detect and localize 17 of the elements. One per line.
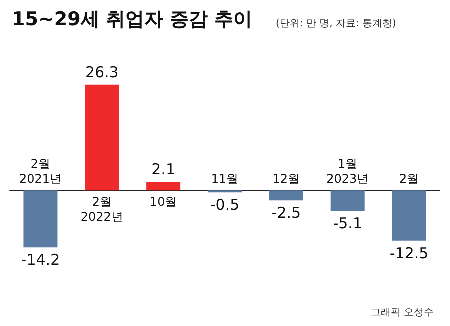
chart-title: 15~29세 취업자 증감 추이 bbox=[12, 8, 253, 30]
x-tick-label: 10월 bbox=[150, 195, 178, 210]
data-label: 2.1 bbox=[152, 160, 176, 179]
data-label: -5.1 bbox=[333, 214, 362, 233]
x-tick-label: 2월 2021년 bbox=[19, 157, 62, 186]
x-tick-label: 1월 2023년 bbox=[326, 157, 370, 186]
x-tick-label: 11월 bbox=[211, 172, 239, 186]
x-tick-label: 2월 2022년 bbox=[80, 195, 124, 224]
x-tick-label: 12월 bbox=[272, 172, 300, 186]
data-label: -12.5 bbox=[390, 244, 429, 262]
data-label: -2.5 bbox=[272, 204, 302, 222]
text: 그래픽 오성수 bbox=[370, 308, 434, 318]
data-label: -14.2 bbox=[21, 251, 60, 270]
chart-subtitle: (단위: 만 명, 자료: 통계청) bbox=[276, 18, 397, 30]
data-label: -0.5 bbox=[210, 196, 240, 214]
x-tick-label: 2월 bbox=[399, 172, 420, 186]
data-label: 26.3 bbox=[85, 63, 119, 82]
